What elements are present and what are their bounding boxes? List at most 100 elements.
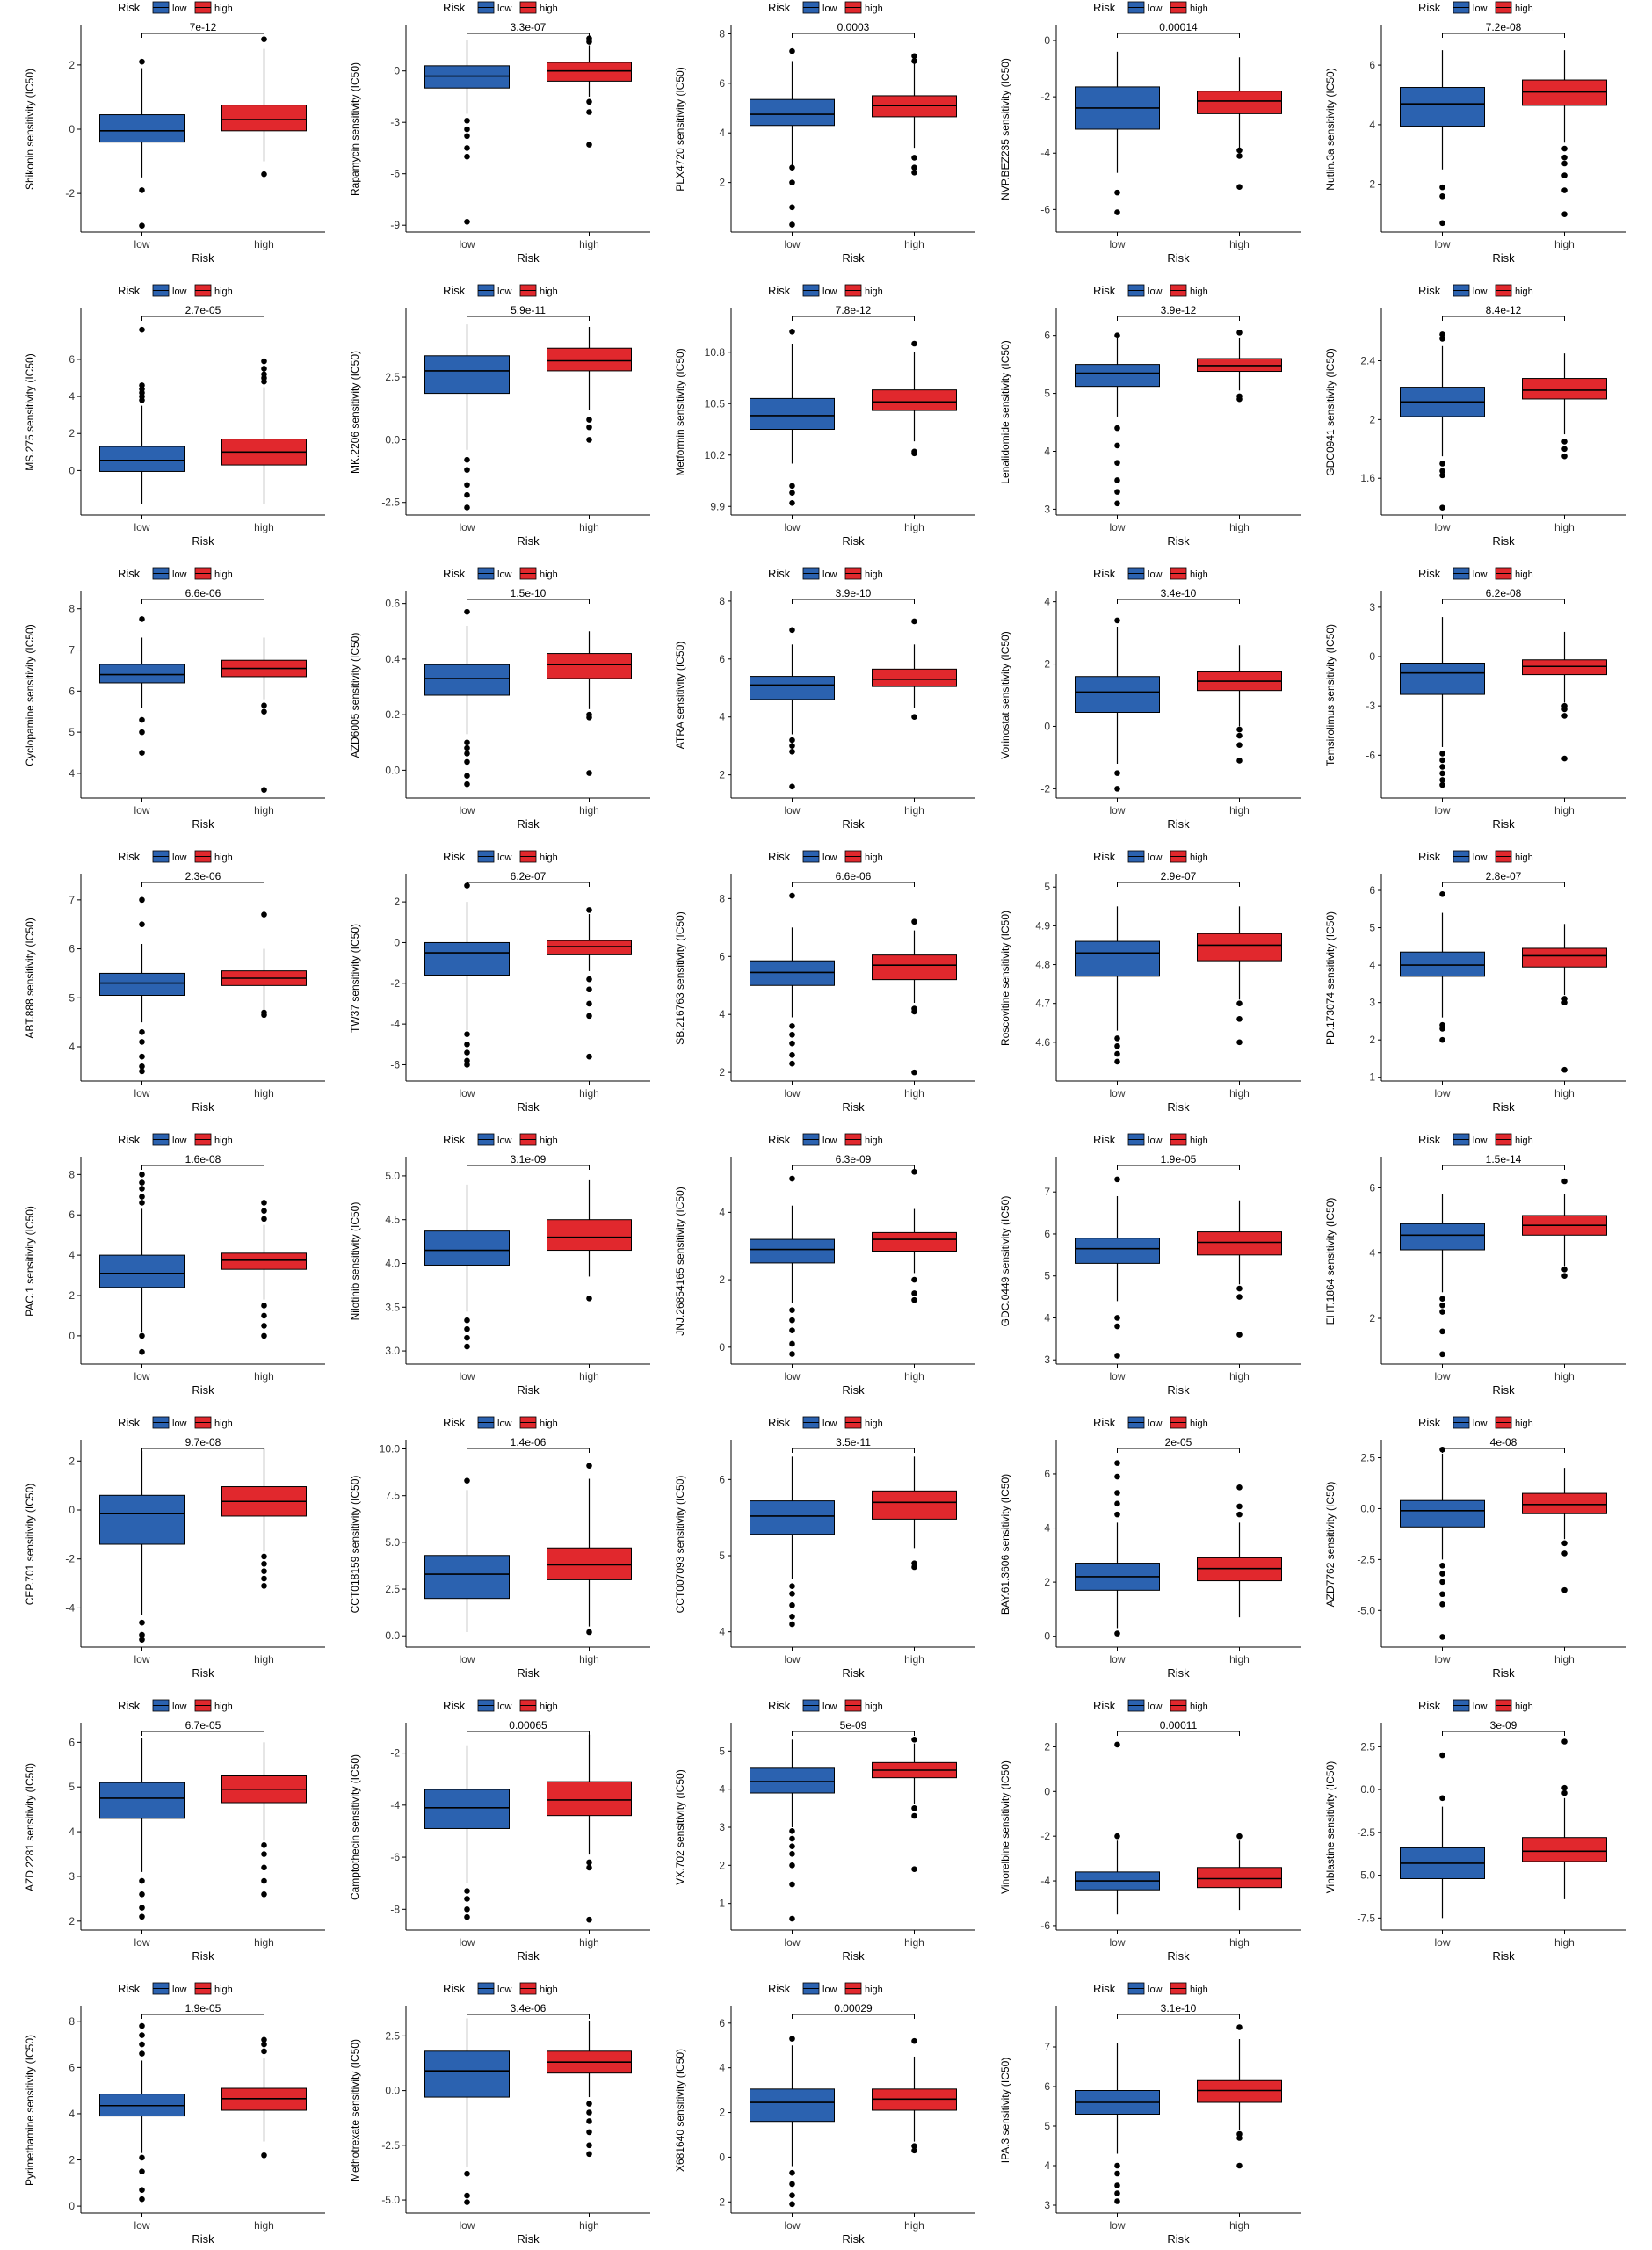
outlier-point <box>789 500 795 506</box>
legend-title: Risk <box>1418 850 1441 863</box>
box-low <box>1075 1460 1160 1637</box>
y-tick-label: 1 <box>1369 1071 1375 1084</box>
outlier-point <box>911 170 917 176</box>
outlier-point <box>261 911 267 918</box>
legend: Risk low high <box>443 1416 558 1429</box>
box-iqr <box>547 1781 632 1817</box>
x-tick-label: low <box>1434 804 1450 817</box>
x-tick-label: high <box>1229 1653 1250 1666</box>
outlier-point <box>1561 446 1568 453</box>
y-axis-title: Rapamycin sensitivity (IC50) <box>349 62 361 196</box>
outlier-point <box>1114 332 1120 338</box>
y-tick-label: 0 <box>394 65 400 77</box>
x-tick-label: low <box>784 1370 800 1383</box>
chart-panel: Risk low high -2 0 2 4 Vorinostat sensitivity (… <box>999 567 1301 831</box>
outlier-point <box>586 424 592 431</box>
x-tick-label: low <box>1434 1087 1450 1100</box>
outlier-point <box>789 1307 795 1313</box>
outlier-point <box>789 1843 795 1849</box>
outlier-point <box>586 714 592 721</box>
x-tick-label: low <box>134 521 149 533</box>
outlier-point <box>789 1060 795 1067</box>
legend-key-high: high <box>519 567 558 580</box>
legend-title: Risk <box>1093 850 1116 863</box>
chart-panel: Risk low high 3 4 5 6 7 GDC.0449 sensitivity (IC… <box>999 1133 1301 1397</box>
y-axis-title: Vinblastine sensitivity (IC50) <box>1324 1761 1337 1894</box>
legend: Risk low high <box>118 567 233 580</box>
x-axis-title: Risk <box>192 251 214 265</box>
box-iqr <box>424 1789 510 1829</box>
legend-label-high: high <box>865 1702 883 1712</box>
chart-panel: Risk low high -5.0 -2.5 0.0 2.5 AZD7762 sensiti… <box>1324 1416 1626 1680</box>
legend: Risk low high <box>118 1699 233 1712</box>
outlier-point <box>139 1172 145 1178</box>
y-axis-title: AZD7762 sensitivity (IC50) <box>1324 1482 1337 1608</box>
box-high <box>1197 57 1282 191</box>
y-tick-label: 2.5 <box>385 2029 400 2042</box>
outlier-point <box>586 1629 592 1636</box>
legend: Risk low high <box>443 1 558 14</box>
y-tick-label: 0.0 <box>385 1629 400 1642</box>
legend-label-low: low <box>1473 4 1488 14</box>
pvalue-label: 2.8e-07 <box>1486 870 1522 882</box>
box-high <box>1522 1468 1607 1593</box>
chart-panel: Risk low high 0 2 4 6 MS.275 sensitivity (IC50)… <box>24 284 325 548</box>
legend-label-high: high <box>214 287 233 297</box>
pvalue-label: 3.4e-10 <box>1161 587 1197 599</box>
box-low <box>99 1172 185 1355</box>
y-tick-label: 5 <box>1369 922 1375 934</box>
box-iqr <box>547 62 632 82</box>
chart-panel: Risk low high -6 -4 -2 0 2 Vinorelbine sensitivi… <box>999 1699 1301 1963</box>
x-tick-label: low <box>459 1087 475 1100</box>
legend-label-high: high <box>214 1136 233 1146</box>
outlier-point <box>139 750 145 756</box>
x-tick-label: high <box>579 521 599 533</box>
outlier-point <box>139 616 145 622</box>
x-tick-label: high <box>1554 1087 1575 1100</box>
outlier-point <box>789 1828 795 1834</box>
legend: Risk low high <box>443 567 558 580</box>
box-low <box>1075 617 1160 792</box>
outlier-point <box>586 2142 592 2149</box>
outlier-point <box>139 1631 145 1638</box>
legend-key-high: high <box>1170 850 1208 863</box>
legend-title: Risk <box>768 1 791 14</box>
y-axis-title: AZD6005 sensitivity (IC50) <box>349 633 361 758</box>
legend-label-high: high <box>540 853 558 863</box>
outlier-point <box>789 627 795 634</box>
outlier-point <box>139 1063 145 1070</box>
outlier-point <box>1439 336 1446 342</box>
box-iqr <box>1522 659 1607 676</box>
outlier-point <box>586 2101 592 2107</box>
outlier-point <box>1114 1630 1120 1637</box>
outlier-point <box>789 1052 795 1058</box>
x-tick-label: high <box>579 1653 599 1666</box>
legend-label-low: low <box>1148 1702 1163 1712</box>
x-axis-title: Risk <box>1167 534 1190 548</box>
box-iqr <box>1197 91 1282 114</box>
y-tick-label: 5 <box>69 1781 75 1793</box>
legend-key-high: high <box>1170 1133 1208 1146</box>
box-low <box>1400 617 1485 788</box>
legend-label-high: high <box>1515 1419 1533 1429</box>
pvalue-label: 6.2e-07 <box>511 870 547 882</box>
outlier-point <box>261 1216 267 1223</box>
legend: Risk low high <box>768 1982 883 1995</box>
outlier-point <box>911 1737 917 1743</box>
y-tick-label: 10.0 <box>380 1443 401 1455</box>
legend: Risk low high <box>443 1982 558 1995</box>
y-tick-label: 4 <box>719 1008 725 1020</box>
outlier-point <box>1236 153 1243 159</box>
legend-title: Risk <box>1093 1982 1116 1995</box>
legend-key-high: high <box>844 1416 883 1429</box>
y-axis-title: X681640 sensitivity (IC50) <box>674 2049 686 2172</box>
outlier-point <box>789 2181 795 2188</box>
legend-label-low: low <box>172 4 187 14</box>
outlier-point <box>139 896 145 904</box>
x-tick-label: high <box>904 804 924 817</box>
box-iqr <box>1197 933 1282 962</box>
y-axis-title: NVP.BEZ235 sensitivity (IC50) <box>999 58 1011 200</box>
outlier-point <box>1439 757 1446 764</box>
y-axis-title: GDC.0449 sensitivity (IC50) <box>999 1196 1011 1327</box>
outlier-point <box>586 142 592 148</box>
